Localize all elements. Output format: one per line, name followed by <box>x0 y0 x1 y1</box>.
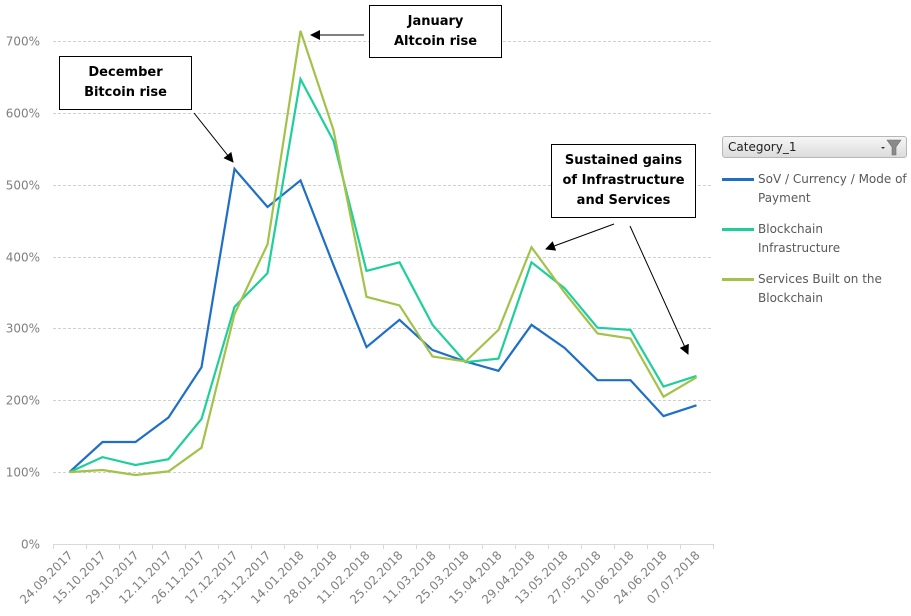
gridlines <box>53 41 713 473</box>
series-lines <box>68 30 698 477</box>
legend-label: SoV / Currency / Mode of Payment <box>758 172 907 205</box>
annotation-arrow-sustained-2 <box>629 225 689 355</box>
legend-label: Blockchain Infrastructure <box>758 222 841 255</box>
y-tick-label: 400% <box>6 251 40 265</box>
funnel-filter-icon[interactable] <box>878 138 904 156</box>
category-filter-button[interactable]: Category_1 <box>722 136 907 158</box>
annotation-arrow-sustained-1 <box>545 223 615 251</box>
legend-swatch <box>722 278 754 281</box>
legend-item[interactable]: Services Built on the Blockchain <box>722 270 907 308</box>
legend-item[interactable]: Blockchain Infrastructure <box>722 220 907 258</box>
legend-swatch <box>722 228 754 231</box>
series-line-1 <box>68 166 697 473</box>
y-tick-label: 500% <box>6 179 40 193</box>
annotation-sustained-gains: Sustained gains of Infrastructure and Se… <box>551 144 696 218</box>
y-tick-label: 200% <box>6 394 40 408</box>
legend-label: Services Built on the Blockchain <box>758 272 882 305</box>
annotation-arrows <box>193 30 689 355</box>
y-axis-tick-labels: 0% 100% 200% 300% 400% 500% 600% 700% <box>6 35 40 552</box>
y-tick-label: 300% <box>6 322 40 336</box>
y-tick-label: 600% <box>6 107 40 121</box>
filter-controls[interactable] <box>878 138 904 156</box>
annotation-december-bitcoin-rise: December Bitcoin rise <box>59 56 192 110</box>
series-line-3 <box>69 30 698 477</box>
x-axis <box>53 544 714 549</box>
y-tick-label: 100% <box>6 466 40 480</box>
legend-swatch <box>722 178 754 181</box>
x-axis-tick-labels: 24.09.201715.10.201729.10.201712.11.2017… <box>17 548 702 606</box>
legend-item[interactable]: SoV / Currency / Mode of Payment <box>722 170 907 208</box>
annotation-january-altcoin-rise: January Altcoin rise <box>369 5 502 58</box>
dropdown-arrow-icon <box>881 147 885 149</box>
annotation-arrow-december <box>193 112 234 163</box>
legend-items: SoV / Currency / Mode of Payment Blockcha… <box>722 170 907 308</box>
category-filter-label: Category_1 <box>728 140 797 154</box>
y-tick-label: 0% <box>21 538 40 552</box>
y-tick-label: 700% <box>6 35 40 49</box>
legend: Category_1 SoV / Currency / Mode of Paym… <box>722 136 907 308</box>
series-line-2 <box>69 75 697 474</box>
